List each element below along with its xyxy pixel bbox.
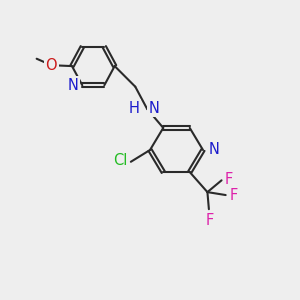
Text: O: O bbox=[46, 58, 57, 73]
Text: F: F bbox=[230, 188, 238, 202]
Text: N: N bbox=[68, 78, 79, 93]
Text: F: F bbox=[206, 213, 214, 228]
Text: N: N bbox=[148, 101, 159, 116]
Text: N: N bbox=[208, 142, 219, 158]
Text: H: H bbox=[129, 101, 140, 116]
Text: F: F bbox=[225, 172, 233, 187]
Text: Cl: Cl bbox=[113, 153, 127, 168]
